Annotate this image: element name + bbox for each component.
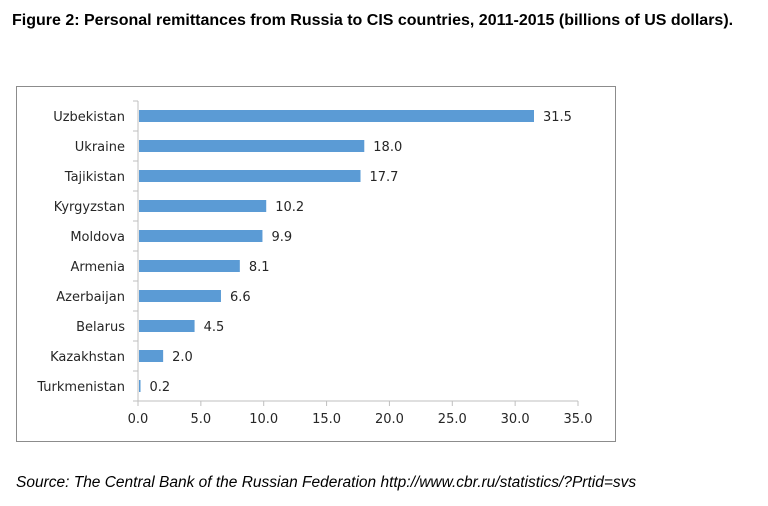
category-label: Moldova <box>70 230 125 245</box>
x-tick-label: 20.0 <box>375 412 404 427</box>
figure-title: Figure 2: Personal remittances from Russ… <box>12 12 734 29</box>
category-label: Kazakhstan <box>50 350 125 365</box>
data-label: 10.2 <box>275 200 304 215</box>
bar-turkmenistan <box>139 380 141 392</box>
x-tick-label: 25.0 <box>438 412 467 427</box>
data-label: 9.9 <box>271 230 292 245</box>
category-label: Armenia <box>71 260 126 275</box>
data-label: 4.5 <box>204 320 225 335</box>
x-tick-label: 0.0 <box>128 412 149 427</box>
data-label: 0.2 <box>150 380 171 395</box>
x-tick-label: 15.0 <box>312 412 341 427</box>
x-tick-label: 5.0 <box>191 412 212 427</box>
bar-moldova <box>139 230 263 242</box>
bar-kazakhstan <box>139 350 164 362</box>
category-label: Turkmenistan <box>36 380 125 395</box>
category-label: Uzbekistan <box>53 110 125 125</box>
figure-source: Source: The Central Bank of the Russian … <box>16 474 637 491</box>
category-label: Ukraine <box>75 140 125 155</box>
category-label: Azerbaijan <box>56 290 125 305</box>
data-label: 2.0 <box>172 350 193 365</box>
bar-chart: 0.0 5.0 10.0 15.0 20.0 25.0 30.0 35.0 Uzbekistan… <box>36 100 593 427</box>
x-tick-label: 10.0 <box>249 412 278 427</box>
bar-ukraine <box>139 140 365 152</box>
data-label: 17.7 <box>370 170 399 185</box>
category-label: Kyrgyzstan <box>54 200 125 215</box>
data-label: 18.0 <box>373 140 402 155</box>
x-tick-label: 30.0 <box>501 412 530 427</box>
category-label: Tajikistan <box>64 170 125 185</box>
bar-kyrgyzstan <box>139 200 267 212</box>
x-tick-label: 35.0 <box>564 412 593 427</box>
data-label: 6.6 <box>230 290 251 305</box>
chart-frame: 0.0 5.0 10.0 15.0 20.0 25.0 30.0 35.0 Uzbekistan… <box>16 86 616 442</box>
data-label: 31.5 <box>543 110 572 125</box>
category-label: Belarus <box>76 320 125 335</box>
bar-azerbaijan <box>139 290 221 302</box>
bar-belarus <box>139 320 195 332</box>
data-label: 8.1 <box>249 260 270 275</box>
bar-uzbekistan <box>139 110 534 122</box>
bar-armenia <box>139 260 240 272</box>
bar-tajikistan <box>139 170 361 182</box>
